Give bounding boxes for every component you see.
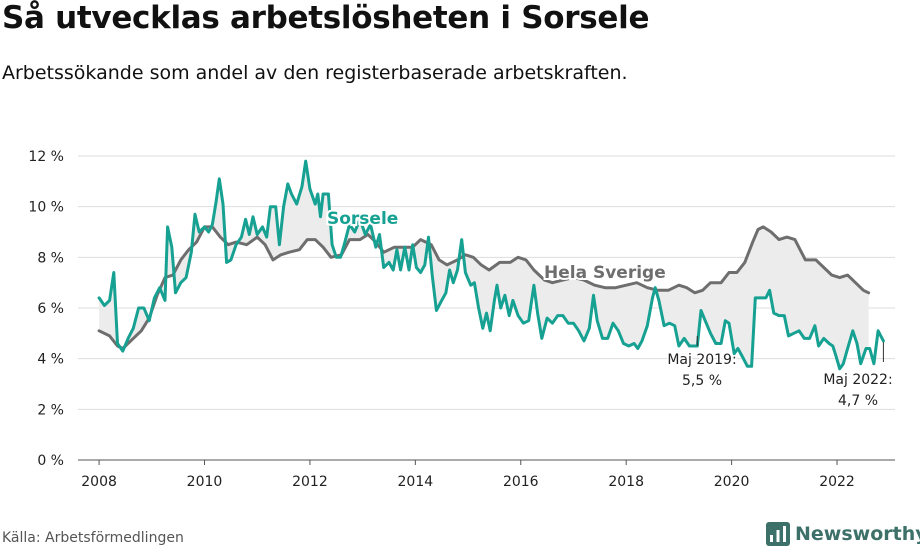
y-tick-label: 6 % — [37, 301, 64, 317]
y-tick-label: 8 % — [37, 250, 64, 266]
series-lines — [97, 159, 885, 371]
annotation-value: 5,5 % — [682, 373, 722, 389]
x-tick-label: 2018 — [608, 474, 644, 490]
annotation-label: Maj 2019: — [667, 352, 736, 368]
series-label-hela-sverige: Hela Sverige — [544, 263, 666, 283]
newsworthy-logo[interactable]: Newsworthy — [766, 520, 920, 548]
y-tick-label: 2 % — [37, 402, 64, 418]
brand-name: Newsworthy — [795, 523, 920, 545]
chart-title: Så utvecklas arbetslösheten i Sorsele — [2, 0, 650, 36]
gap-fill — [99, 161, 869, 369]
labels: Sorsele Hela Sverige Maj 2019: 5,5 % Maj 202… — [325, 207, 894, 411]
x-tick-label: 2010 — [187, 474, 223, 490]
series-line-hela-sverige — [97, 225, 871, 350]
series-line-sorsele — [97, 159, 885, 371]
x-tick-label: 2008 — [81, 474, 117, 490]
chart-subtitle: Arbetssökande som andel av den registerb… — [2, 62, 628, 84]
axes: 0 % 2 % 4 % 6 % 8 % 10 % 12 % 2008 2010 2012 2014 2… — [28, 149, 895, 490]
y-tick-label: 10 % — [28, 200, 64, 216]
y-tick-label: 0 % — [37, 453, 64, 469]
x-tick-label: 2020 — [714, 474, 750, 490]
y-tick-label: 12 % — [28, 149, 64, 165]
gap-area — [99, 161, 869, 369]
source-note: Källa: Arbetsförmedlingen — [2, 530, 184, 546]
annotation-label: Maj 2022: — [823, 372, 892, 388]
series-label-sorsele: Sorsele — [327, 209, 398, 229]
bar-chart-icon — [766, 522, 790, 546]
y-tick-label: 4 % — [37, 352, 64, 368]
x-tick-label: 2012 — [292, 474, 328, 490]
annotation-value: 4,7 % — [838, 393, 878, 409]
x-tick-label: 2014 — [398, 474, 434, 490]
x-tick-label: 2016 — [503, 474, 539, 490]
x-tick-label: 2022 — [819, 474, 855, 490]
